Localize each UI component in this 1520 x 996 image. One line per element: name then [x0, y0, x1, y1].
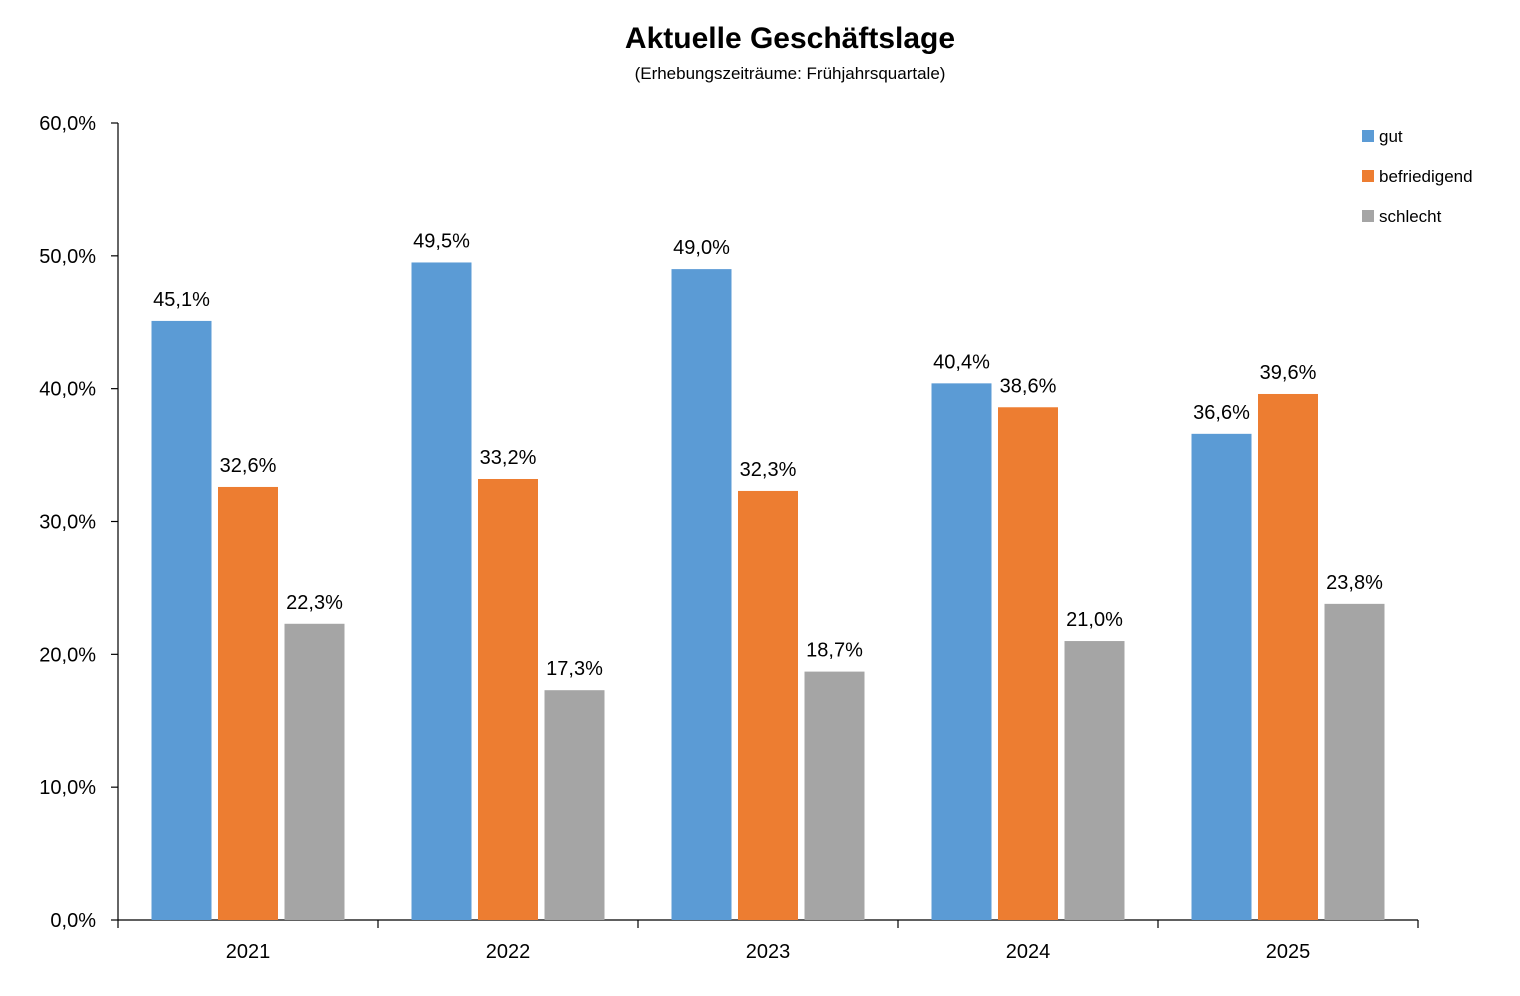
bar-gut-2022: [411, 262, 472, 921]
data-label-befriedigend-2023: 32,3%: [740, 459, 797, 481]
bar-gut-2023: [671, 269, 732, 920]
y-tick-label: 10,0%: [39, 777, 96, 799]
bar-gut-2021: [151, 320, 212, 921]
legend-swatch-gut: [1362, 130, 1374, 142]
data-label-schlecht-2021: 22,3%: [286, 592, 343, 614]
y-tick-label: 20,0%: [39, 644, 96, 666]
y-tick-label: 30,0%: [39, 512, 96, 534]
y-tick-label: 60,0%: [39, 113, 96, 135]
data-label-befriedigend-2021: 32,6%: [220, 455, 277, 477]
y-tick-label: 0,0%: [50, 910, 96, 932]
bar-schlecht-2024: [1064, 641, 1125, 920]
data-label-schlecht-2022: 17,3%: [546, 658, 603, 680]
chart-title: Aktuelle Geschäftslage: [624, 22, 956, 55]
x-tick-label: 2022: [486, 941, 531, 963]
data-label-schlecht-2025: 23,8%: [1326, 572, 1383, 594]
data-labels: 45,1% 32,6% 22,3% 49,5% 33,2% 17,3% 49,0% 32,3%…: [153, 230, 1383, 680]
bar-schlecht-2023: [804, 671, 865, 920]
data-label-befriedigend-2025: 39,6%: [1260, 362, 1317, 384]
legend-label-gut: gut: [1379, 127, 1403, 146]
legend-label-schlecht: schlecht: [1379, 207, 1442, 226]
data-label-gut-2021: 45,1%: [153, 289, 210, 311]
bar-gut-2025: [1191, 433, 1252, 920]
data-label-gut-2022: 49,5%: [413, 230, 470, 252]
bar-schlecht-2025: [1324, 603, 1385, 920]
legend-swatch-befriedigend: [1362, 170, 1374, 182]
axes: 0,0% 10,0% 20,0% 30,0% 40,0% 50,0% 60,0% 2021 20…: [39, 113, 1419, 963]
legend: gut befriedigend schlecht: [1362, 127, 1473, 226]
y-tick-label: 50,0%: [39, 246, 96, 268]
x-tick-label: 2024: [1006, 941, 1051, 963]
data-label-gut-2024: 40,4%: [933, 351, 990, 373]
legend-swatch-schlecht: [1362, 210, 1374, 222]
data-label-gut-2023: 49,0%: [673, 237, 730, 259]
y-tick-label: 40,0%: [39, 379, 96, 401]
bar-befriedigend-2023: [738, 490, 798, 920]
data-label-schlecht-2024: 21,0%: [1066, 609, 1123, 631]
x-tick-label: 2021: [226, 941, 271, 963]
bars: [151, 262, 1385, 921]
data-label-gut-2025: 36,6%: [1193, 402, 1250, 424]
data-label-schlecht-2023: 18,7%: [806, 640, 863, 662]
bar-befriedigend-2022: [478, 478, 538, 920]
legend-label-befriedigend: befriedigend: [1379, 167, 1473, 186]
x-tick-label: 2025: [1266, 941, 1311, 963]
data-label-befriedigend-2024: 38,6%: [1000, 375, 1057, 397]
data-label-befriedigend-2022: 33,2%: [480, 447, 537, 469]
bar-schlecht-2022: [544, 690, 605, 920]
bar-befriedigend-2024: [998, 407, 1058, 921]
chart-subtitle: (Erhebungszeiträume: Frühjahrsquartale): [634, 64, 946, 83]
bar-schlecht-2021: [284, 623, 345, 920]
bar-befriedigend-2021: [218, 486, 278, 920]
bar-befriedigend-2025: [1258, 393, 1318, 921]
bar-gut-2024: [931, 383, 992, 920]
x-tick-label: 2023: [746, 941, 791, 963]
